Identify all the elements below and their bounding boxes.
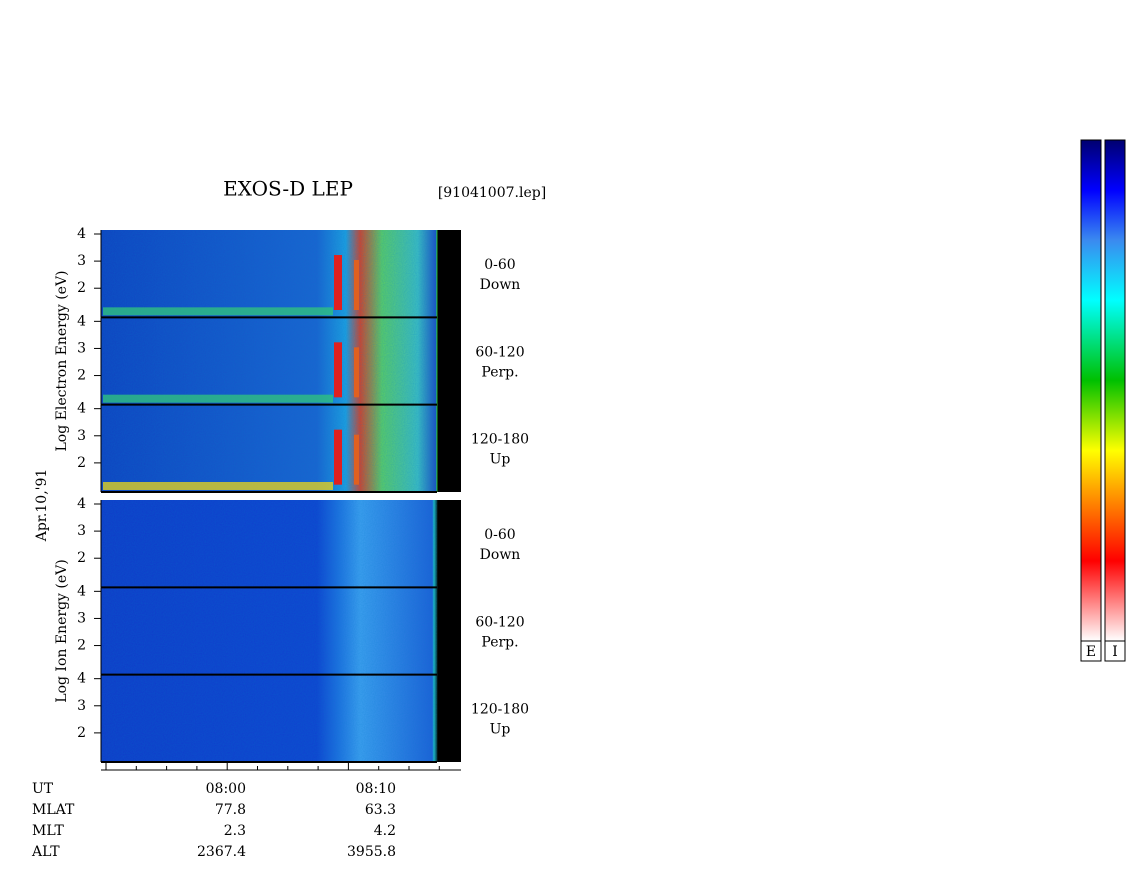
burst <box>354 434 359 485</box>
direction-label: Up <box>490 722 511 738</box>
burst <box>354 347 359 398</box>
axis-label: Log Electron Energy (eV) <box>54 270 70 451</box>
row-value: 2.3 <box>224 823 246 839</box>
y-tick-label: 4 <box>77 226 86 242</box>
angle-label: 120-180 <box>471 702 529 718</box>
colorbar-label-box <box>1080 640 1102 662</box>
direction-label: Up <box>490 452 511 468</box>
y-tick-label: 4 <box>77 313 86 329</box>
colorbar <box>1080 139 1102 642</box>
y-tick-label: 4 <box>77 401 86 417</box>
burst <box>334 429 342 485</box>
y-tick-label: 4 <box>77 583 86 599</box>
y-tick-label: 4 <box>77 671 86 687</box>
y-tick-label: 3 <box>77 698 86 714</box>
y-tick-label: 2 <box>77 550 86 566</box>
angle-label: 0-60 <box>484 257 515 273</box>
angle-label: 60-120 <box>475 344 524 360</box>
low-energy-band <box>103 482 333 490</box>
row-value: 63.3 <box>365 802 396 818</box>
burst <box>354 260 359 310</box>
angle-label: 60-120 <box>475 614 524 630</box>
row-value: 3955.8 <box>347 844 396 860</box>
y-tick-label: 4 <box>77 496 86 512</box>
y-tick-label: 3 <box>77 610 86 626</box>
colorbar-label-box <box>1104 640 1126 662</box>
burst <box>334 255 342 310</box>
y-tick-label: 2 <box>77 725 86 741</box>
direction-label: Perp. <box>481 364 518 380</box>
angle-label: 0-60 <box>484 527 515 543</box>
low-energy-band <box>103 394 333 403</box>
colorbar-label: E <box>1086 644 1096 660</box>
axis-label: Log Ion Energy (eV) <box>54 559 70 702</box>
direction-label: Perp. <box>481 634 518 650</box>
y-tick-label: 2 <box>77 280 86 296</box>
y-tick-label: 3 <box>77 340 86 356</box>
spectrogram-noise <box>101 230 437 492</box>
row-value: 08:00 <box>206 781 246 797</box>
row-value: 4.2 <box>374 823 396 839</box>
angle-label: 120-180 <box>471 432 529 448</box>
burst <box>334 342 342 398</box>
row-value: 2367.4 <box>197 844 246 860</box>
row-name: UT <box>32 781 54 797</box>
y-tick-label: 2 <box>77 455 86 471</box>
row-name: ALT <box>31 844 60 860</box>
colorbar <box>1104 139 1126 642</box>
spectrogram-noise <box>101 500 437 762</box>
colorbar-label: I <box>1112 644 1118 660</box>
row-value: 77.8 <box>215 802 246 818</box>
y-tick-label: 3 <box>77 253 86 269</box>
y-tick-label: 2 <box>77 638 86 654</box>
y-tick-label: 2 <box>77 368 86 384</box>
row-value: 08:10 <box>356 781 396 797</box>
direction-label: Down <box>480 547 521 563</box>
file-name: [91041007.lep] <box>438 185 546 201</box>
row-name: MLAT <box>32 802 75 818</box>
y-tick-label: 3 <box>77 523 86 539</box>
row-name: MLT <box>32 823 64 839</box>
low-energy-band <box>103 307 333 316</box>
title: EXOS-D LEP <box>223 177 353 201</box>
direction-label: Down <box>480 277 521 293</box>
date: Apr.10,'91 <box>34 469 50 543</box>
y-tick-label: 3 <box>77 428 86 444</box>
